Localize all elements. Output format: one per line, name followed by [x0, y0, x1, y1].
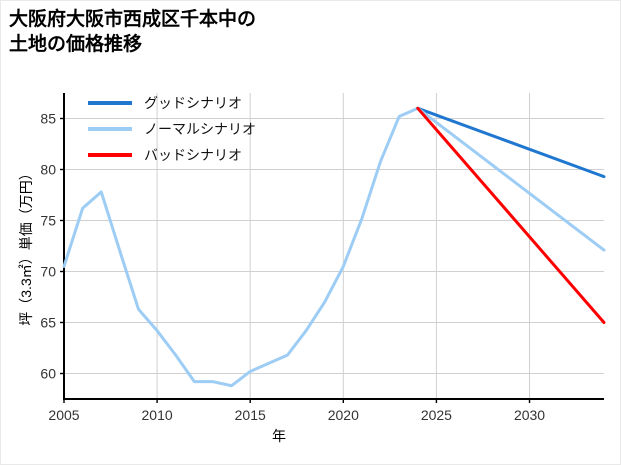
- series-line-ノーマルシナリオ: [416, 106, 606, 252]
- page-title: 大阪府大阪市西成区千本中の 土地の価格推移: [9, 9, 257, 56]
- legend-label-2: バッドシナリオ: [144, 147, 242, 163]
- x-axis-title: 年: [272, 428, 286, 444]
- x-tick-label: 2010: [142, 407, 173, 423]
- legend-label-0: グッドシナリオ: [144, 95, 242, 111]
- y-tick-label: 70: [40, 264, 56, 280]
- x-tick-label: 2025: [421, 407, 452, 423]
- y-tick-label: 60: [40, 366, 56, 382]
- x-tick-label: 2020: [328, 407, 359, 423]
- y-tick-label: 75: [40, 213, 56, 229]
- x-tick-label: 2030: [514, 407, 545, 423]
- x-tick-label: 2005: [48, 407, 79, 423]
- y-tick-label: 85: [40, 111, 56, 127]
- y-tick-label: 80: [40, 162, 56, 178]
- y-axis-title: 坪（3.3㎡）単価（万円）: [18, 166, 34, 325]
- series-line-実績: [62, 106, 420, 388]
- y-tick-label: 65: [40, 315, 56, 331]
- series-line-グッドシナリオ: [416, 106, 606, 179]
- legend-label-1: ノーマルシナリオ: [144, 121, 256, 137]
- x-tick-label: 2015: [235, 407, 266, 423]
- series-line-バッドシナリオ: [416, 106, 606, 324]
